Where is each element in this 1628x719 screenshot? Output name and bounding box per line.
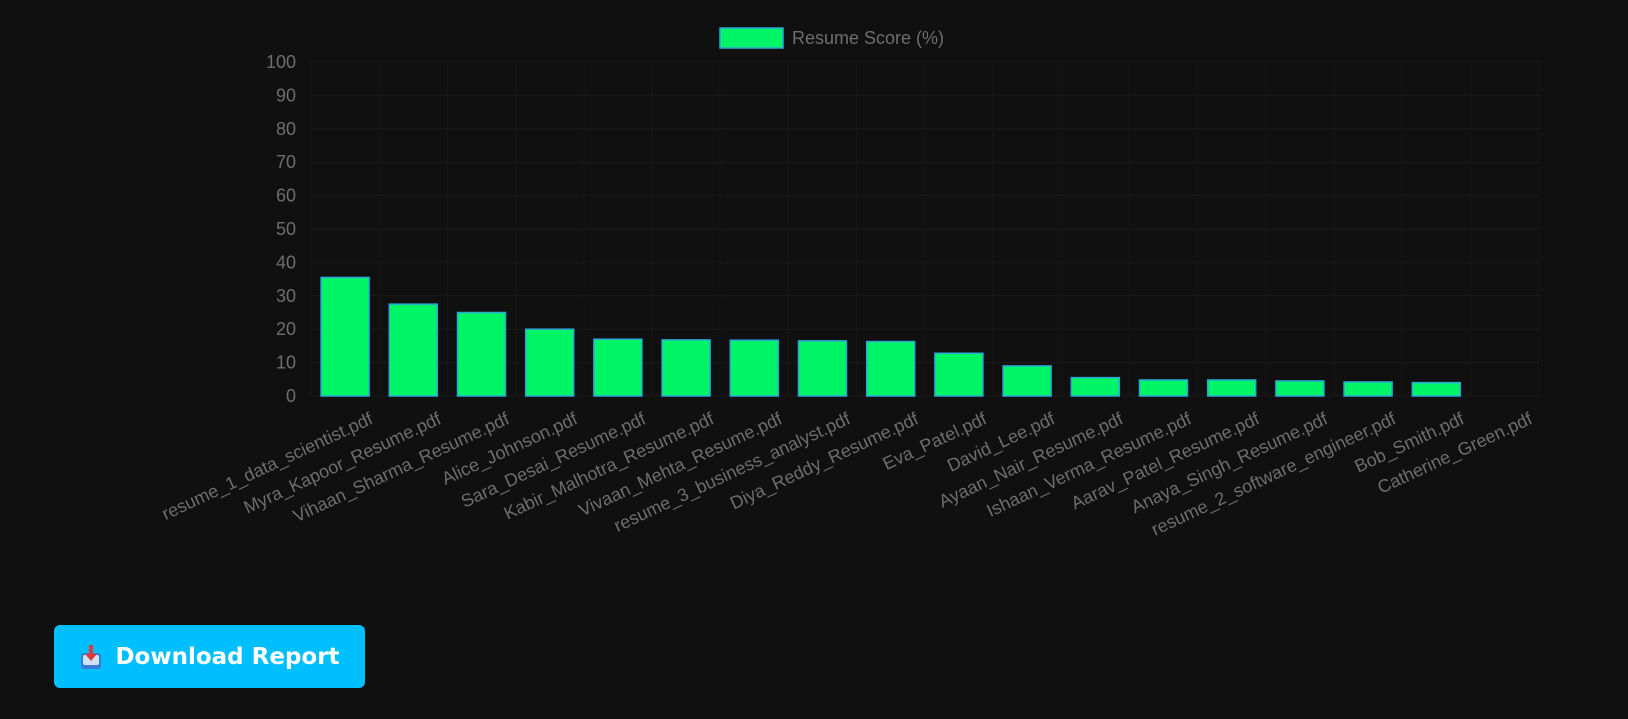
bar[interactable] <box>797 340 848 397</box>
y-tick-label: 30 <box>276 286 296 306</box>
bar[interactable] <box>456 311 507 397</box>
bar[interactable] <box>1206 379 1257 397</box>
download-report-label: Download Report <box>115 643 340 670</box>
bar[interactable] <box>1002 365 1052 397</box>
bar[interactable] <box>524 328 575 397</box>
download-tray-icon <box>81 644 102 669</box>
y-tick-label: 0 <box>286 386 296 406</box>
y-tick-label: 80 <box>276 119 296 139</box>
y-tick-label: 50 <box>276 219 296 239</box>
bar[interactable] <box>320 276 370 397</box>
y-tick-label: 100 <box>266 52 296 72</box>
y-tick-label: 10 <box>276 353 296 373</box>
bar[interactable] <box>593 338 643 397</box>
y-tick-label: 60 <box>276 186 296 206</box>
bar[interactable] <box>1411 381 1462 397</box>
y-tick-label: 20 <box>276 319 296 339</box>
y-axis: 0 10 20 30 40 50 60 70 80 90 100 <box>266 52 296 406</box>
download-report-button[interactable]: Download Report <box>54 625 365 688</box>
x-axis: resume_1_data_scientist.pdfMyra_Kapoor_R… <box>159 408 1537 540</box>
bar[interactable] <box>1138 379 1189 397</box>
bar[interactable] <box>661 339 711 397</box>
bar[interactable] <box>388 303 439 397</box>
y-tick-label: 70 <box>276 152 296 172</box>
legend-swatch <box>719 27 784 49</box>
chart-grid <box>310 61 1540 397</box>
bar[interactable] <box>729 339 780 397</box>
bar[interactable] <box>1275 380 1325 397</box>
bar[interactable] <box>1070 376 1121 397</box>
bars <box>320 276 1462 397</box>
bar[interactable] <box>934 352 984 397</box>
legend-label: Resume Score (%) <box>792 28 944 48</box>
y-tick-label: 40 <box>276 252 296 272</box>
y-tick-label: 90 <box>276 85 296 105</box>
bar[interactable] <box>865 340 916 397</box>
resume-score-chart: Resume Score (%) 0102030405060708090100 … <box>158 27 1540 541</box>
bar[interactable] <box>1343 381 1393 397</box>
chart-legend[interactable]: Resume Score (%) <box>719 27 944 49</box>
